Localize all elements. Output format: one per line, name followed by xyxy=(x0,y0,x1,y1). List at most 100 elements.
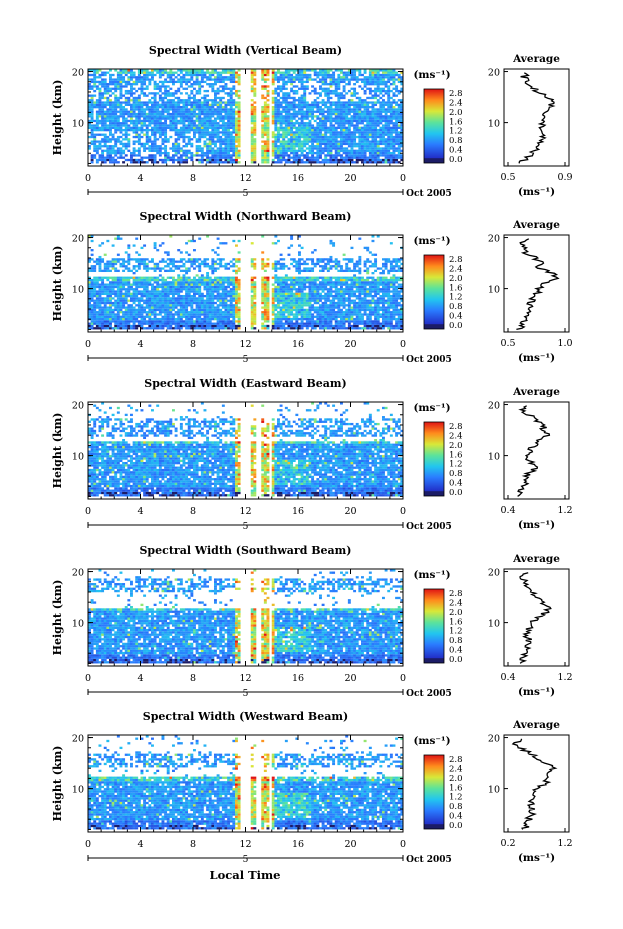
heatmap-cell xyxy=(93,73,97,77)
heatmap-cell xyxy=(193,126,196,129)
heatmap-cell xyxy=(347,317,351,321)
heatmap-cell xyxy=(379,147,383,150)
heatmap-cell xyxy=(363,324,367,328)
heatmap-cell xyxy=(303,131,307,134)
heatmap-cell xyxy=(219,78,223,81)
heatmap-cell xyxy=(316,308,320,312)
heatmap-cell xyxy=(179,126,183,129)
heatmap-cell xyxy=(177,112,181,116)
heatmap-cell xyxy=(277,71,280,74)
heatmap-cell xyxy=(277,317,280,321)
heatmap-cell xyxy=(305,320,309,323)
heatmap-cell xyxy=(145,131,149,134)
heatmap-cell xyxy=(158,320,162,323)
heatmap-cell xyxy=(290,101,294,104)
heatmap-cell xyxy=(300,108,304,111)
heatmap-cell xyxy=(298,117,301,120)
heatmap-cell xyxy=(287,156,291,159)
heatmap-cell xyxy=(332,142,336,146)
heatmap-cell xyxy=(363,151,367,155)
heatmap-cell xyxy=(221,126,225,129)
heatmap-cell xyxy=(232,158,236,162)
heatmap-cell xyxy=(161,112,165,116)
heatmap-cell xyxy=(334,315,338,318)
heatmap-cell xyxy=(366,108,370,111)
heatmap-cell xyxy=(140,101,144,104)
heatmap-title: Spectral Width (Northward Beam) xyxy=(140,210,352,223)
heatmap-cell xyxy=(95,145,99,148)
heatmap-cell xyxy=(313,301,317,305)
heatmap-cell xyxy=(224,138,228,141)
heatmap-cell xyxy=(227,145,231,148)
heatmap-cell xyxy=(106,324,110,328)
heatmap-cell xyxy=(277,315,280,318)
heatmap-cell xyxy=(221,320,225,323)
heatmap-cell xyxy=(382,308,385,312)
heatmap-cell xyxy=(347,301,351,305)
heatmap-cell xyxy=(190,311,194,314)
heatmap-cell xyxy=(219,140,223,143)
heatmap-cell xyxy=(395,110,399,113)
heatmap-cell xyxy=(387,87,391,90)
heatmap-cell xyxy=(292,324,296,328)
heatmap-cell xyxy=(106,119,110,123)
heatmap-cell xyxy=(156,103,160,107)
heatmap-cell xyxy=(389,138,393,141)
heatmap-cell xyxy=(366,106,370,109)
heatmap-cell xyxy=(227,154,231,157)
heatmap-cell xyxy=(366,110,370,113)
heatmap-cell xyxy=(266,154,270,157)
heatmap-cell xyxy=(263,145,267,148)
heatmap-cell xyxy=(127,96,131,100)
heatmap-cell xyxy=(319,151,322,155)
heatmap-cell xyxy=(158,299,162,302)
heatmap-cell xyxy=(109,99,112,102)
heatmap-cell xyxy=(148,117,152,120)
heatmap-cell xyxy=(400,108,404,111)
heatmap-cell xyxy=(284,94,288,97)
heatmap-cell xyxy=(382,87,385,90)
heatmap-cell xyxy=(353,145,357,148)
heatmap-cell xyxy=(392,69,396,72)
heatmap-cell xyxy=(316,154,320,157)
heatmap-cell xyxy=(169,306,173,309)
heatmap-cell xyxy=(229,76,233,79)
heatmap-cell xyxy=(90,108,94,111)
heatmap-cell xyxy=(211,299,215,302)
heatmap-cell xyxy=(200,161,204,164)
heatmap-cell xyxy=(392,117,396,120)
heatmap-cell xyxy=(130,119,133,123)
heatmap-cell xyxy=(376,327,380,330)
heatmap-cell xyxy=(161,115,165,118)
heatmap-cell xyxy=(164,106,168,109)
heatmap-cell xyxy=(116,115,120,118)
heatmap-cell xyxy=(292,138,296,141)
heatmap-cell xyxy=(345,311,349,314)
heatmap-cell xyxy=(250,145,254,148)
heatmap-cell xyxy=(114,117,118,120)
heatmap-cell xyxy=(382,135,385,139)
heatmap-cell xyxy=(305,112,309,116)
heatmap-cell xyxy=(211,151,215,155)
heatmap-cell xyxy=(305,138,309,141)
heatmap-cell xyxy=(397,315,401,318)
heatmap-cell xyxy=(287,308,291,312)
heatmap-cell xyxy=(261,85,265,88)
heatmap-cell xyxy=(284,87,288,90)
heatmap-cell xyxy=(392,158,396,162)
heatmap-cell xyxy=(122,108,126,111)
heatmap-cell xyxy=(290,151,294,155)
heatmap-cell xyxy=(284,76,288,79)
heatmap-cell xyxy=(172,99,175,102)
heatmap-cell xyxy=(366,87,370,90)
heatmap-cell xyxy=(211,124,215,127)
heatmap-cell xyxy=(216,304,220,307)
heatmap-cell xyxy=(392,112,396,116)
heatmap-cell xyxy=(95,151,99,155)
heatmap-cell xyxy=(355,117,359,120)
heatmap-cell xyxy=(140,122,144,125)
heatmap-cell xyxy=(88,299,91,302)
heatmap-cell xyxy=(392,324,396,328)
heatmap-cell xyxy=(229,108,233,111)
heatmap-cell xyxy=(216,149,220,152)
